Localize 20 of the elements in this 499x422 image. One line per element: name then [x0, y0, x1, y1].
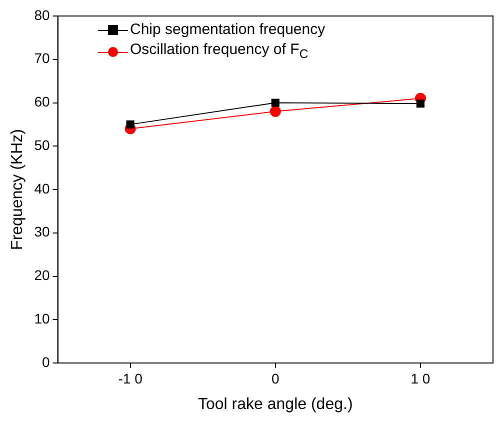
- x-tick-label: 1 0: [410, 370, 430, 386]
- legend-label: Oscillation frequency of F$_{C}$: [130, 40, 308, 63]
- y-tick-label: 30: [34, 224, 50, 240]
- y-tick-label: 40: [34, 180, 50, 196]
- legend-label: Chip segmentation frequency: [130, 20, 326, 40]
- y-tick-label: 50: [34, 136, 50, 153]
- point: [416, 100, 424, 108]
- point: [271, 98, 280, 107]
- y-tick-label: 10: [34, 310, 50, 326]
- y-tick-label: 80: [34, 6, 50, 23]
- x-tick-label: -1 0: [118, 370, 143, 386]
- point: [126, 120, 134, 128]
- y-tick-label: 0: [42, 354, 50, 370]
- y-tick-label: 70: [34, 50, 50, 66]
- point: [270, 106, 281, 117]
- y-tick-label: 60: [34, 94, 50, 110]
- y-tick-label: 20: [34, 267, 50, 284]
- y-axis-title: Frequency (KHz): [9, 129, 26, 250]
- x-axis-title: Tool rake angle (deg.): [198, 396, 353, 413]
- x-tick-label: 0: [271, 370, 280, 386]
